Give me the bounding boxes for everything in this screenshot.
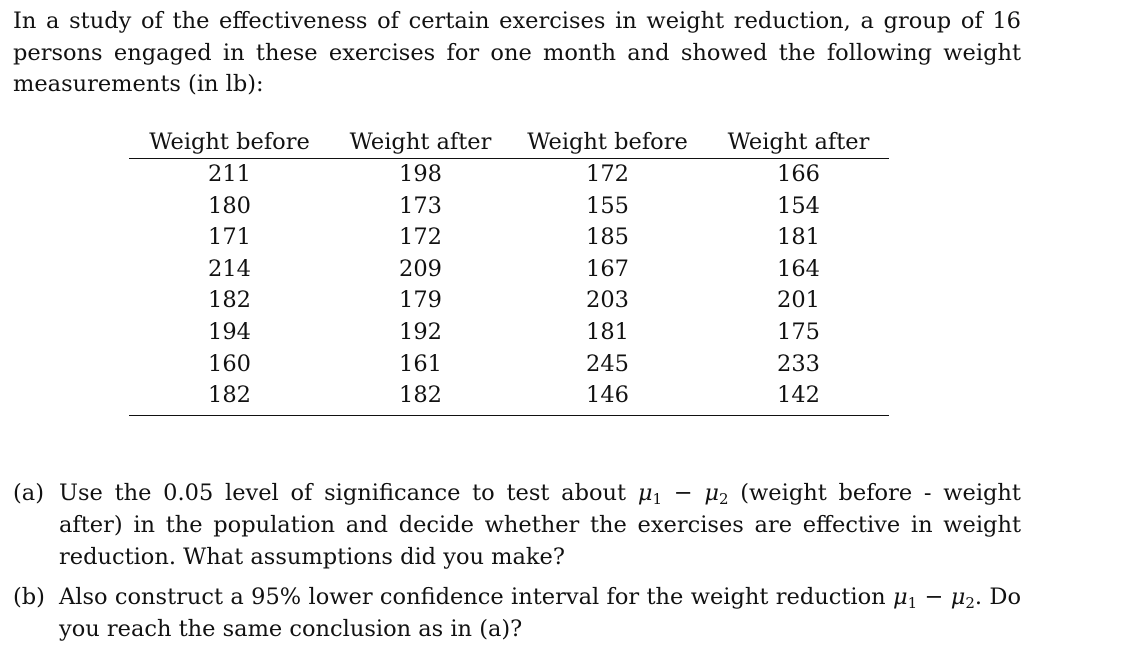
cell-weight-after: 142 (708, 380, 889, 416)
cell-weight-after: 201 (777, 287, 820, 314)
cell-weight-before: 194 (208, 318, 251, 345)
table-row: 245 233 (507, 349, 889, 381)
cell-weight-before: 155 (586, 192, 629, 219)
mu-symbol: μ (950, 584, 966, 610)
subscript: 2 (718, 490, 729, 508)
cell-weight-after: 179 (399, 287, 442, 314)
minus-sign: − (661, 480, 705, 506)
part-text-a: Use the 0.05 level of significance to te… (59, 477, 1021, 573)
mu-symbol: μ (637, 480, 653, 506)
part-b-text-before: Also construct a 95% lower confidence in… (59, 584, 893, 610)
question-part-a: (a) Use the 0.05 level of significance t… (13, 477, 1021, 573)
column-header-weight-before: Weight before (507, 126, 708, 159)
part-a-text-after: (weight before - weight after) in the po… (59, 480, 1021, 570)
cell-weight-before: 203 (586, 287, 629, 314)
column-header-weight-after: Weight after (330, 126, 511, 159)
cell-weight-before: 180 (208, 192, 251, 219)
table-row: 194 192 (129, 317, 511, 349)
cell-weight-after: 198 (399, 161, 442, 187)
table-row: 180 173 (129, 191, 511, 223)
subscript: 1 (652, 490, 662, 508)
subscript: 2 (965, 594, 975, 612)
table-row: 160 161 (129, 349, 511, 381)
cell-weight-before: 182 (208, 287, 251, 314)
question-part-b: (b) Also construct a 95% lower confidenc… (13, 581, 1021, 645)
cell-weight-before: 160 (208, 350, 251, 377)
table-row: 182 179 (129, 285, 511, 317)
cell-weight-after: 161 (399, 350, 442, 377)
cell-weight-after: 192 (399, 318, 442, 345)
cell-weight-before: 214 (208, 255, 251, 282)
cell-weight-after: 154 (777, 192, 820, 219)
subscript: 1 (907, 594, 918, 612)
mu-symbol: μ (892, 584, 908, 610)
column-header-weight-before: Weight before (129, 126, 330, 159)
cell-weight-before: 171 (208, 224, 251, 251)
mu-symbol: μ (704, 480, 719, 506)
cell-weight-before: 185 (586, 224, 629, 251)
cell-weight-after: 164 (777, 255, 820, 282)
part-label-b: (b) (13, 584, 45, 610)
table-row: 155 154 (507, 191, 889, 223)
cell-weight-before: 181 (586, 318, 629, 345)
table-row: 146 142 (507, 380, 889, 416)
table-row: 211 198 (129, 159, 511, 191)
table-row: 203 201 (507, 285, 889, 317)
table-row: 172 166 (507, 159, 889, 191)
cell-weight-before: 167 (586, 255, 629, 282)
cell-weight-after: 166 (777, 161, 820, 187)
table-row: 185 181 (507, 222, 889, 254)
table-row: 182 182 (129, 380, 511, 416)
cell-weight-before: 146 (507, 380, 708, 416)
cell-weight-after: 172 (399, 224, 442, 251)
cell-weight-after: 181 (777, 224, 820, 251)
cell-weight-before: 182 (129, 380, 330, 416)
weight-table-right: Weight before Weight after 172 166 155 154 1… (507, 126, 889, 416)
cell-weight-after: 209 (399, 255, 442, 282)
part-label-a: (a) (13, 480, 44, 506)
cell-weight-after: 175 (777, 318, 820, 345)
table-body-right: 172 166 155 154 185 181 167 164 203 201 181 175 245 2… (507, 159, 889, 416)
part-text-b: Also construct a 95% lower confidence in… (59, 581, 1021, 645)
cell-weight-after: 233 (777, 350, 820, 377)
column-header-weight-after: Weight after (708, 126, 889, 159)
cell-weight-before: 211 (208, 161, 251, 187)
cell-weight-after: 182 (330, 380, 511, 416)
cell-weight-before: 245 (586, 350, 629, 377)
table-body-left: 211 198 180 173 171 172 214 209 182 179 194 192 160 1… (129, 159, 511, 416)
table-row: 167 164 (507, 254, 889, 286)
cell-weight-after: 173 (399, 192, 442, 219)
part-a-text-before: Use the 0.05 level of significance to te… (59, 480, 638, 506)
cell-weight-before: 172 (586, 161, 629, 187)
part-b-text-after: . Do you reach the same conclusion as in… (59, 584, 1021, 642)
table-row: 181 175 (507, 317, 889, 349)
table-row: 171 172 (129, 222, 511, 254)
table-row: 214 209 (129, 254, 511, 286)
problem-intro: In a study of the effectiveness of certa… (13, 8, 1021, 97)
minus-sign: − (917, 584, 951, 610)
weight-table-left: Weight before Weight after 211 198 180 173 1… (129, 126, 511, 416)
